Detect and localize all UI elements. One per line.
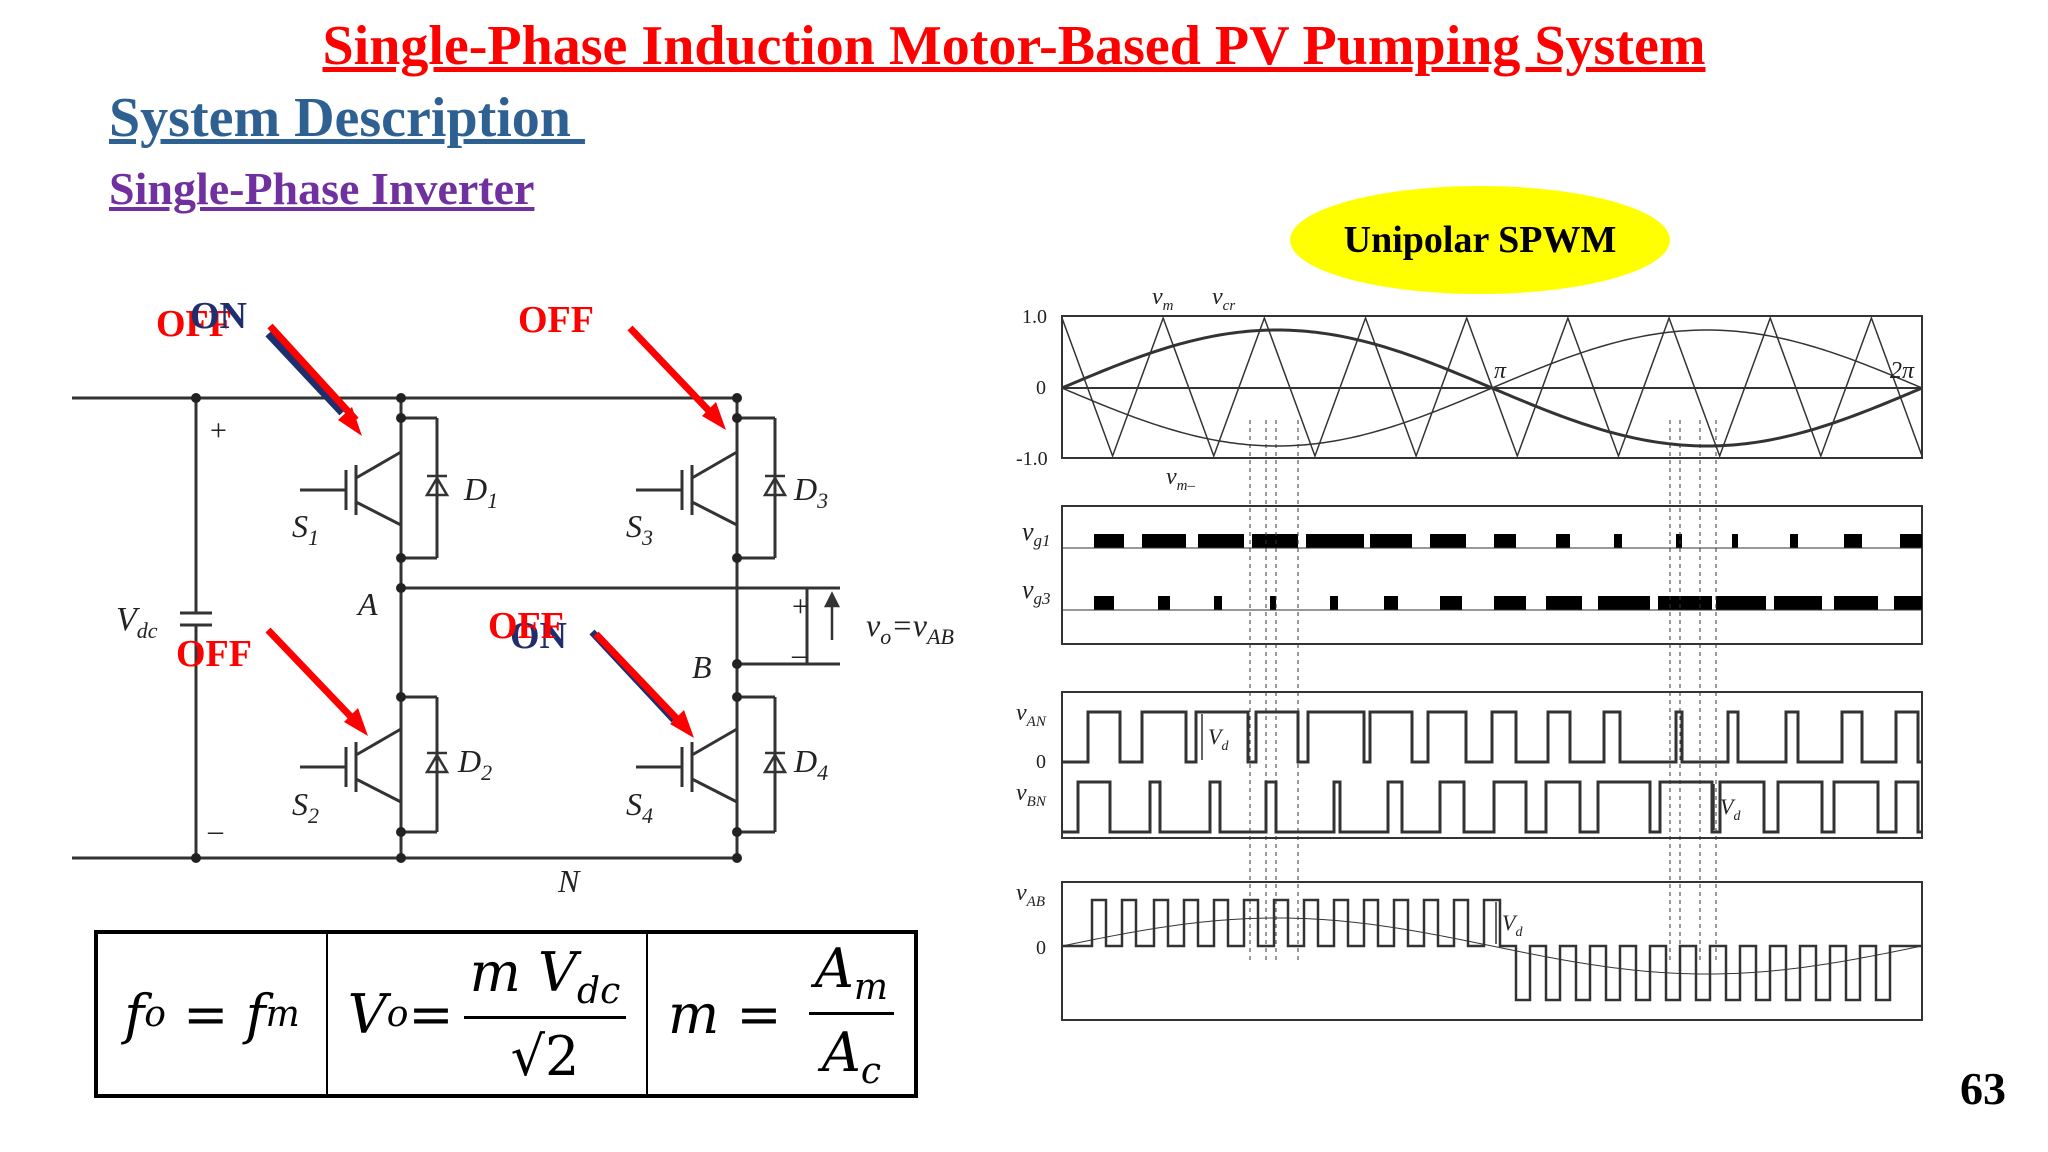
vab-zero: 0	[1036, 937, 1046, 959]
d4-label: D4	[793, 743, 828, 785]
vab-label: vAB	[1016, 880, 1045, 910]
vbn-label: vBN	[1016, 780, 1047, 810]
vbn-waveform	[1062, 780, 1922, 834]
vg1-pulse	[1844, 534, 1862, 548]
vg3-pulse	[1094, 596, 1114, 610]
slide-title: Single-Phase Induction Motor-Based PV Pu…	[322, 15, 1706, 77]
node-a-label: A	[356, 586, 378, 622]
vg1-pulse	[1142, 534, 1186, 548]
vg1-pulse	[1494, 534, 1516, 548]
vg1-pulse	[1676, 534, 1682, 548]
vcr-label: vcr	[1212, 284, 1235, 314]
s1-label: S1	[292, 508, 319, 550]
vg3-label: vg3	[1022, 575, 1051, 608]
vg3-pulse	[1384, 596, 1398, 610]
node-b-label: B	[692, 649, 712, 685]
vo-minus: –	[791, 638, 808, 671]
vg3-pulse	[1716, 596, 1766, 610]
s1-state-on: ON	[190, 295, 247, 337]
vg3-pulse	[1894, 596, 1922, 610]
vd-label-1: Vd	[1208, 724, 1229, 754]
vg1-pulse	[1198, 534, 1244, 548]
vg1-pulse	[1556, 534, 1570, 548]
vg3-pulse	[1834, 596, 1878, 610]
section-heading: System Description	[109, 87, 585, 149]
vg3-pulse	[1598, 596, 1650, 610]
vg3-pulse	[1658, 596, 1712, 610]
negative-modulating-sine	[1061, 329, 1923, 447]
vg1-pulse	[1306, 534, 1364, 548]
dc-plus: +	[210, 414, 227, 447]
gate-panel-frame	[1061, 505, 1923, 645]
pi-label: π	[1494, 358, 1507, 384]
page-number: 63	[1960, 1063, 2006, 1114]
van-label: vAN	[1016, 700, 1047, 730]
vg1-pulse	[1732, 534, 1738, 548]
s2-state: OFF	[176, 633, 252, 675]
vg1-pulse	[1790, 534, 1798, 548]
leg-voltage-panel-frame	[1061, 691, 1923, 839]
subsection-heading: Single-Phase Inverter	[109, 163, 535, 214]
d2-label: D2	[457, 743, 492, 785]
vg1-label: vg1	[1022, 517, 1051, 550]
modulation-index-formula: m = Am Ac	[648, 934, 914, 1094]
vg3-pulse	[1774, 596, 1822, 610]
y-tick-top: 1.0	[1022, 306, 1047, 328]
vm-neg-label: vm–	[1166, 464, 1195, 494]
vg1-pulse	[1614, 534, 1622, 548]
vd-label-3: Vd	[1502, 910, 1523, 940]
vg3-pulse	[1214, 596, 1222, 610]
s3-state: OFF	[518, 299, 594, 341]
s2-label: S2	[292, 786, 319, 828]
vg3-pulse	[1270, 596, 1276, 610]
vg3-pulse	[1158, 596, 1170, 610]
vg1-pulse	[1900, 534, 1922, 548]
vg1-pulse	[1094, 534, 1124, 548]
vo-plus: +	[792, 590, 809, 623]
van-waveform	[1062, 710, 1922, 764]
vg3-pulse	[1440, 596, 1462, 610]
vg3-pulse	[1546, 596, 1582, 610]
y-tick-bottom: -1.0	[1016, 448, 1048, 470]
y-tick-zero: 0	[1036, 377, 1046, 399]
d3-label: D3	[793, 471, 828, 513]
vab-fundamental	[1061, 917, 1923, 975]
vo-label: vo=vAB	[866, 607, 954, 649]
vab-panel-frame	[1061, 881, 1923, 1021]
spwm-badge: Unipolar SPWM	[1290, 186, 1670, 294]
vd-label-2: Vd	[1720, 794, 1741, 824]
d1-label: D1	[463, 471, 498, 513]
vg3-pulse	[1330, 596, 1338, 610]
vg1-pulse	[1430, 534, 1466, 548]
node-n-label: N	[557, 863, 581, 899]
inverter-circuit: + – Vdc A B N S1 S2 S3 S4 D1 D2 D3 D4 + …	[72, 323, 954, 899]
s4-state-on: ON	[510, 615, 567, 657]
s4-state-off: OFF	[488, 605, 564, 647]
vg1-pulse	[1252, 534, 1298, 548]
vg3-pulse	[1494, 596, 1526, 610]
two-pi-label: 2π	[1890, 358, 1915, 384]
van-zero: 0	[1036, 751, 1046, 773]
vab-waveform	[1062, 898, 1922, 1002]
vm-label: vm	[1152, 284, 1174, 314]
dc-minus: –	[207, 814, 224, 847]
s3-label: S3	[626, 508, 653, 550]
s1-state-off: OFF	[156, 303, 232, 345]
vg1-pulse	[1370, 534, 1412, 548]
s4-label: S4	[626, 786, 653, 828]
